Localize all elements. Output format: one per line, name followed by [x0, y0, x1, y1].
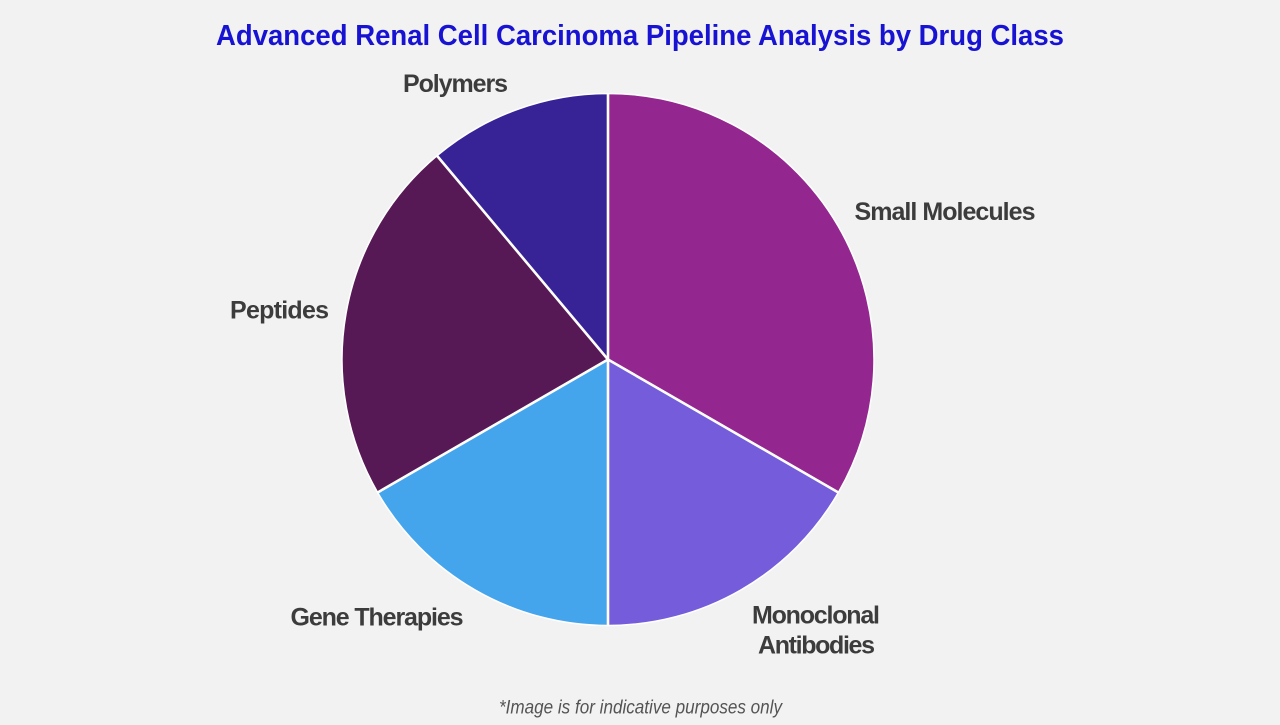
svg-text:Gene Therapies: Gene Therapies [291, 604, 464, 632]
svg-text:Monoclonal: Monoclonal [752, 602, 880, 630]
svg-text:Small Molecules: Small Molecules [855, 198, 1036, 226]
svg-text:Polymers: Polymers [403, 70, 508, 98]
svg-text:Peptides: Peptides [230, 297, 329, 325]
svg-text:Antibodies: Antibodies [758, 632, 875, 660]
svg-text:*Image is for indicative purpo: *Image is for indicative purposes only [499, 698, 783, 719]
svg-text:Advanced Renal Cell Carcinoma: Advanced Renal Cell Carcinoma Pipeline A… [216, 20, 1064, 52]
